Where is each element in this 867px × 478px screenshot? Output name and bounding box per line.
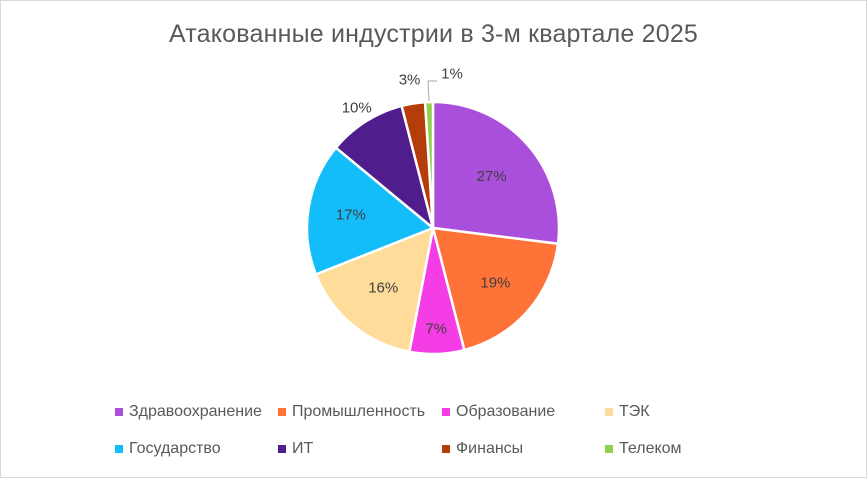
pie-slice-4	[314, 226, 435, 354]
data-label-3: 7%	[425, 320, 447, 337]
data-label-6: 10%	[342, 99, 372, 116]
legend-swatch	[278, 408, 286, 416]
legend-swatch	[605, 445, 613, 453]
legend-item-8: Телеком	[605, 440, 682, 458]
legend-item-7: Финансы	[442, 440, 523, 458]
legend-label: Государство	[129, 440, 221, 457]
legend-label: Финансы	[456, 440, 524, 457]
pie-slice-1	[431, 100, 561, 246]
data-label-1: 27%	[477, 168, 507, 185]
legend-swatch	[605, 408, 613, 416]
legend-label: Образование	[456, 403, 556, 420]
pie-slice-2	[431, 226, 560, 352]
legend-item-4: ТЭК	[605, 403, 650, 421]
data-label-4: 16%	[368, 280, 398, 297]
legend-label: Телеком	[619, 440, 682, 457]
legend-swatch	[442, 408, 450, 416]
data-label-8: 1%	[441, 66, 463, 83]
legend-label: Промышленность	[292, 403, 426, 420]
legend-label: ИТ	[292, 440, 314, 457]
leader-line-telecom	[427, 80, 437, 102]
legend-swatch	[115, 408, 123, 416]
pie-slice-5	[305, 146, 435, 276]
legend-swatch	[278, 445, 286, 453]
legend-item-3: Образование	[442, 403, 555, 421]
pie-slices	[305, 100, 561, 356]
data-label-7: 3%	[399, 71, 421, 88]
chart-title: Атакованные индустрии в 3-м квартале 202…	[168, 20, 699, 48]
data-label-5: 17%	[336, 206, 366, 223]
legend-swatch	[115, 445, 123, 453]
legend-label: ТЭК	[619, 403, 650, 420]
pie-data-labels: 27% 19% 7% 16% 17% 10% 3% 1%	[336, 66, 511, 338]
pie-slice-8	[423, 100, 435, 230]
legend-swatch	[442, 445, 450, 453]
legend-item-1: Здравоохранение	[115, 403, 262, 421]
legend-item-6: ИТ	[278, 440, 313, 458]
data-label-2: 19%	[480, 274, 510, 291]
legend-item-5: Государство	[115, 440, 221, 458]
legend-item-2: Промышленность	[278, 403, 425, 421]
legend-label: Здравоохранение	[129, 403, 262, 420]
